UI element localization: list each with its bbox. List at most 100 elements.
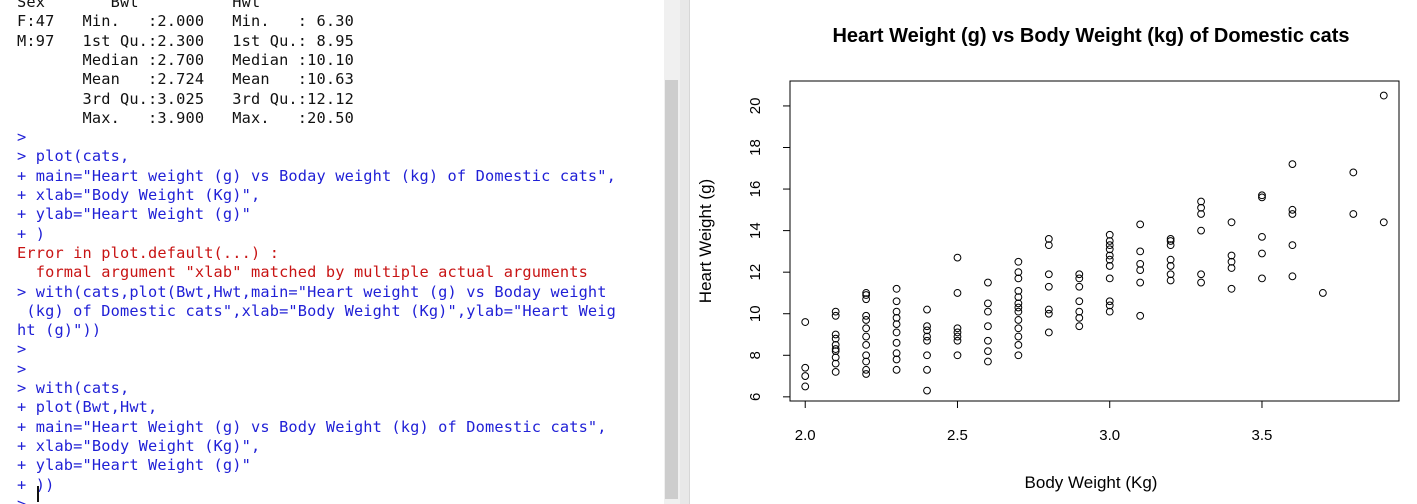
data-point (1136, 247, 1145, 256)
data-point (831, 334, 840, 343)
data-point (1197, 278, 1205, 287)
x-tick-label: 3.5 (1252, 427, 1273, 444)
data-point (1105, 241, 1114, 250)
data-point (862, 357, 871, 366)
data-point (862, 295, 871, 304)
console-output-line: 3rd Qu.:3.025 3rd Qu.:12.12 (17, 89, 354, 108)
data-point (1044, 270, 1053, 279)
data-point (953, 328, 962, 337)
data-point (1105, 230, 1114, 239)
data-point (1166, 241, 1175, 250)
data-point (862, 370, 871, 378)
data-point (984, 357, 992, 366)
data-point (1318, 289, 1327, 297)
data-point (1349, 210, 1358, 218)
data-point (1258, 274, 1266, 283)
y-tick-label: 8 (747, 351, 764, 359)
pane-separator[interactable] (680, 0, 690, 504)
data-point (801, 372, 810, 380)
data-point (1288, 160, 1297, 169)
data-point (1197, 210, 1205, 218)
data-point (1288, 205, 1297, 214)
r-console[interactable]: Sex Bwt Hwt F:47 Min. :2.000 Min. : 6.30 M… (0, 0, 664, 504)
data-point (1014, 268, 1023, 277)
data-point (1075, 322, 1084, 331)
data-point (923, 365, 931, 374)
data-point (1014, 307, 1023, 316)
data-point (984, 307, 992, 316)
data-point (1105, 274, 1114, 283)
data-point (1166, 262, 1175, 270)
data-point (953, 253, 962, 262)
data-point (831, 340, 840, 349)
data-point (1044, 241, 1053, 250)
data-point (1136, 311, 1145, 320)
data-point (1075, 297, 1084, 306)
data-point (831, 353, 840, 362)
console-output-line: Mean :2.724 Mean :10.63 (17, 70, 354, 89)
console-scrollbar-thumb[interactable] (665, 80, 678, 499)
data-point (1166, 270, 1175, 279)
data-point (1136, 259, 1145, 268)
data-point (892, 313, 901, 322)
data-point (862, 289, 871, 297)
data-point (1105, 262, 1114, 270)
data-point (892, 284, 901, 293)
data-point (831, 311, 840, 320)
console-input-line: > with(cats,plot(Bwt,Hwt,main="Heart wei… (17, 282, 607, 301)
y-tick-label: 6 (747, 393, 764, 401)
data-point (831, 359, 840, 368)
data-point (1258, 191, 1266, 200)
console-input-line: + plot(Bwt,Hwt, (17, 398, 158, 417)
console-output-line: M:97 1st Qu.:2.300 1st Qu.: 8.95 (17, 31, 354, 50)
data-point (1166, 255, 1175, 264)
data-point (1105, 251, 1114, 260)
data-point (923, 386, 931, 395)
data-point (984, 278, 992, 287)
data-point (1379, 218, 1388, 227)
data-point (953, 351, 962, 360)
data-point (1105, 297, 1114, 306)
data-point (1136, 220, 1145, 229)
data-point (862, 351, 871, 360)
data-point (801, 318, 810, 326)
plot-frame (789, 80, 1400, 402)
console-input-line: + ylab="Heart Weight (g)" (17, 205, 251, 224)
y-tick-label: 12 (747, 264, 764, 281)
y-tick-label: 20 (747, 98, 764, 115)
data-point (953, 332, 962, 341)
y-axis-label: Heart Weight (g) (696, 179, 715, 303)
data-point (1379, 91, 1388, 100)
data-point (862, 291, 871, 299)
data-point (1227, 264, 1236, 272)
data-point (1075, 307, 1084, 316)
data-point (892, 328, 901, 337)
data-point (862, 316, 871, 324)
data-point (862, 340, 871, 349)
data-point (1075, 274, 1084, 283)
console-input-line: + main="Heart weight (g) vs Boday weight… (17, 166, 617, 185)
data-point (862, 311, 871, 320)
data-point (1166, 237, 1175, 245)
console-input-line: + xlab="Body Weight (Kg)", (17, 436, 261, 455)
data-point (1014, 332, 1023, 341)
data-point (1258, 232, 1266, 241)
data-point (1014, 274, 1023, 283)
data-point (1136, 266, 1145, 274)
x-tick-label: 3.0 (1099, 427, 1120, 444)
data-point (1197, 203, 1205, 212)
console-input-line: + ) (17, 224, 46, 243)
data-point (1227, 257, 1236, 266)
data-point (1105, 307, 1114, 316)
data-point (923, 326, 931, 335)
console-output-line: Sex Bwt Hwt (17, 0, 261, 11)
data-point (1166, 276, 1175, 285)
data-point (831, 368, 840, 376)
data-point (892, 349, 901, 358)
chart-title: Heart Weight (g) vs Body Weight (kg) of … (832, 25, 1349, 47)
y-tick-label: 14 (747, 222, 764, 239)
console-input-line: ht (g)")) (17, 321, 102, 340)
data-point (953, 336, 962, 345)
data-point (1105, 301, 1114, 310)
data-point (1227, 284, 1236, 293)
